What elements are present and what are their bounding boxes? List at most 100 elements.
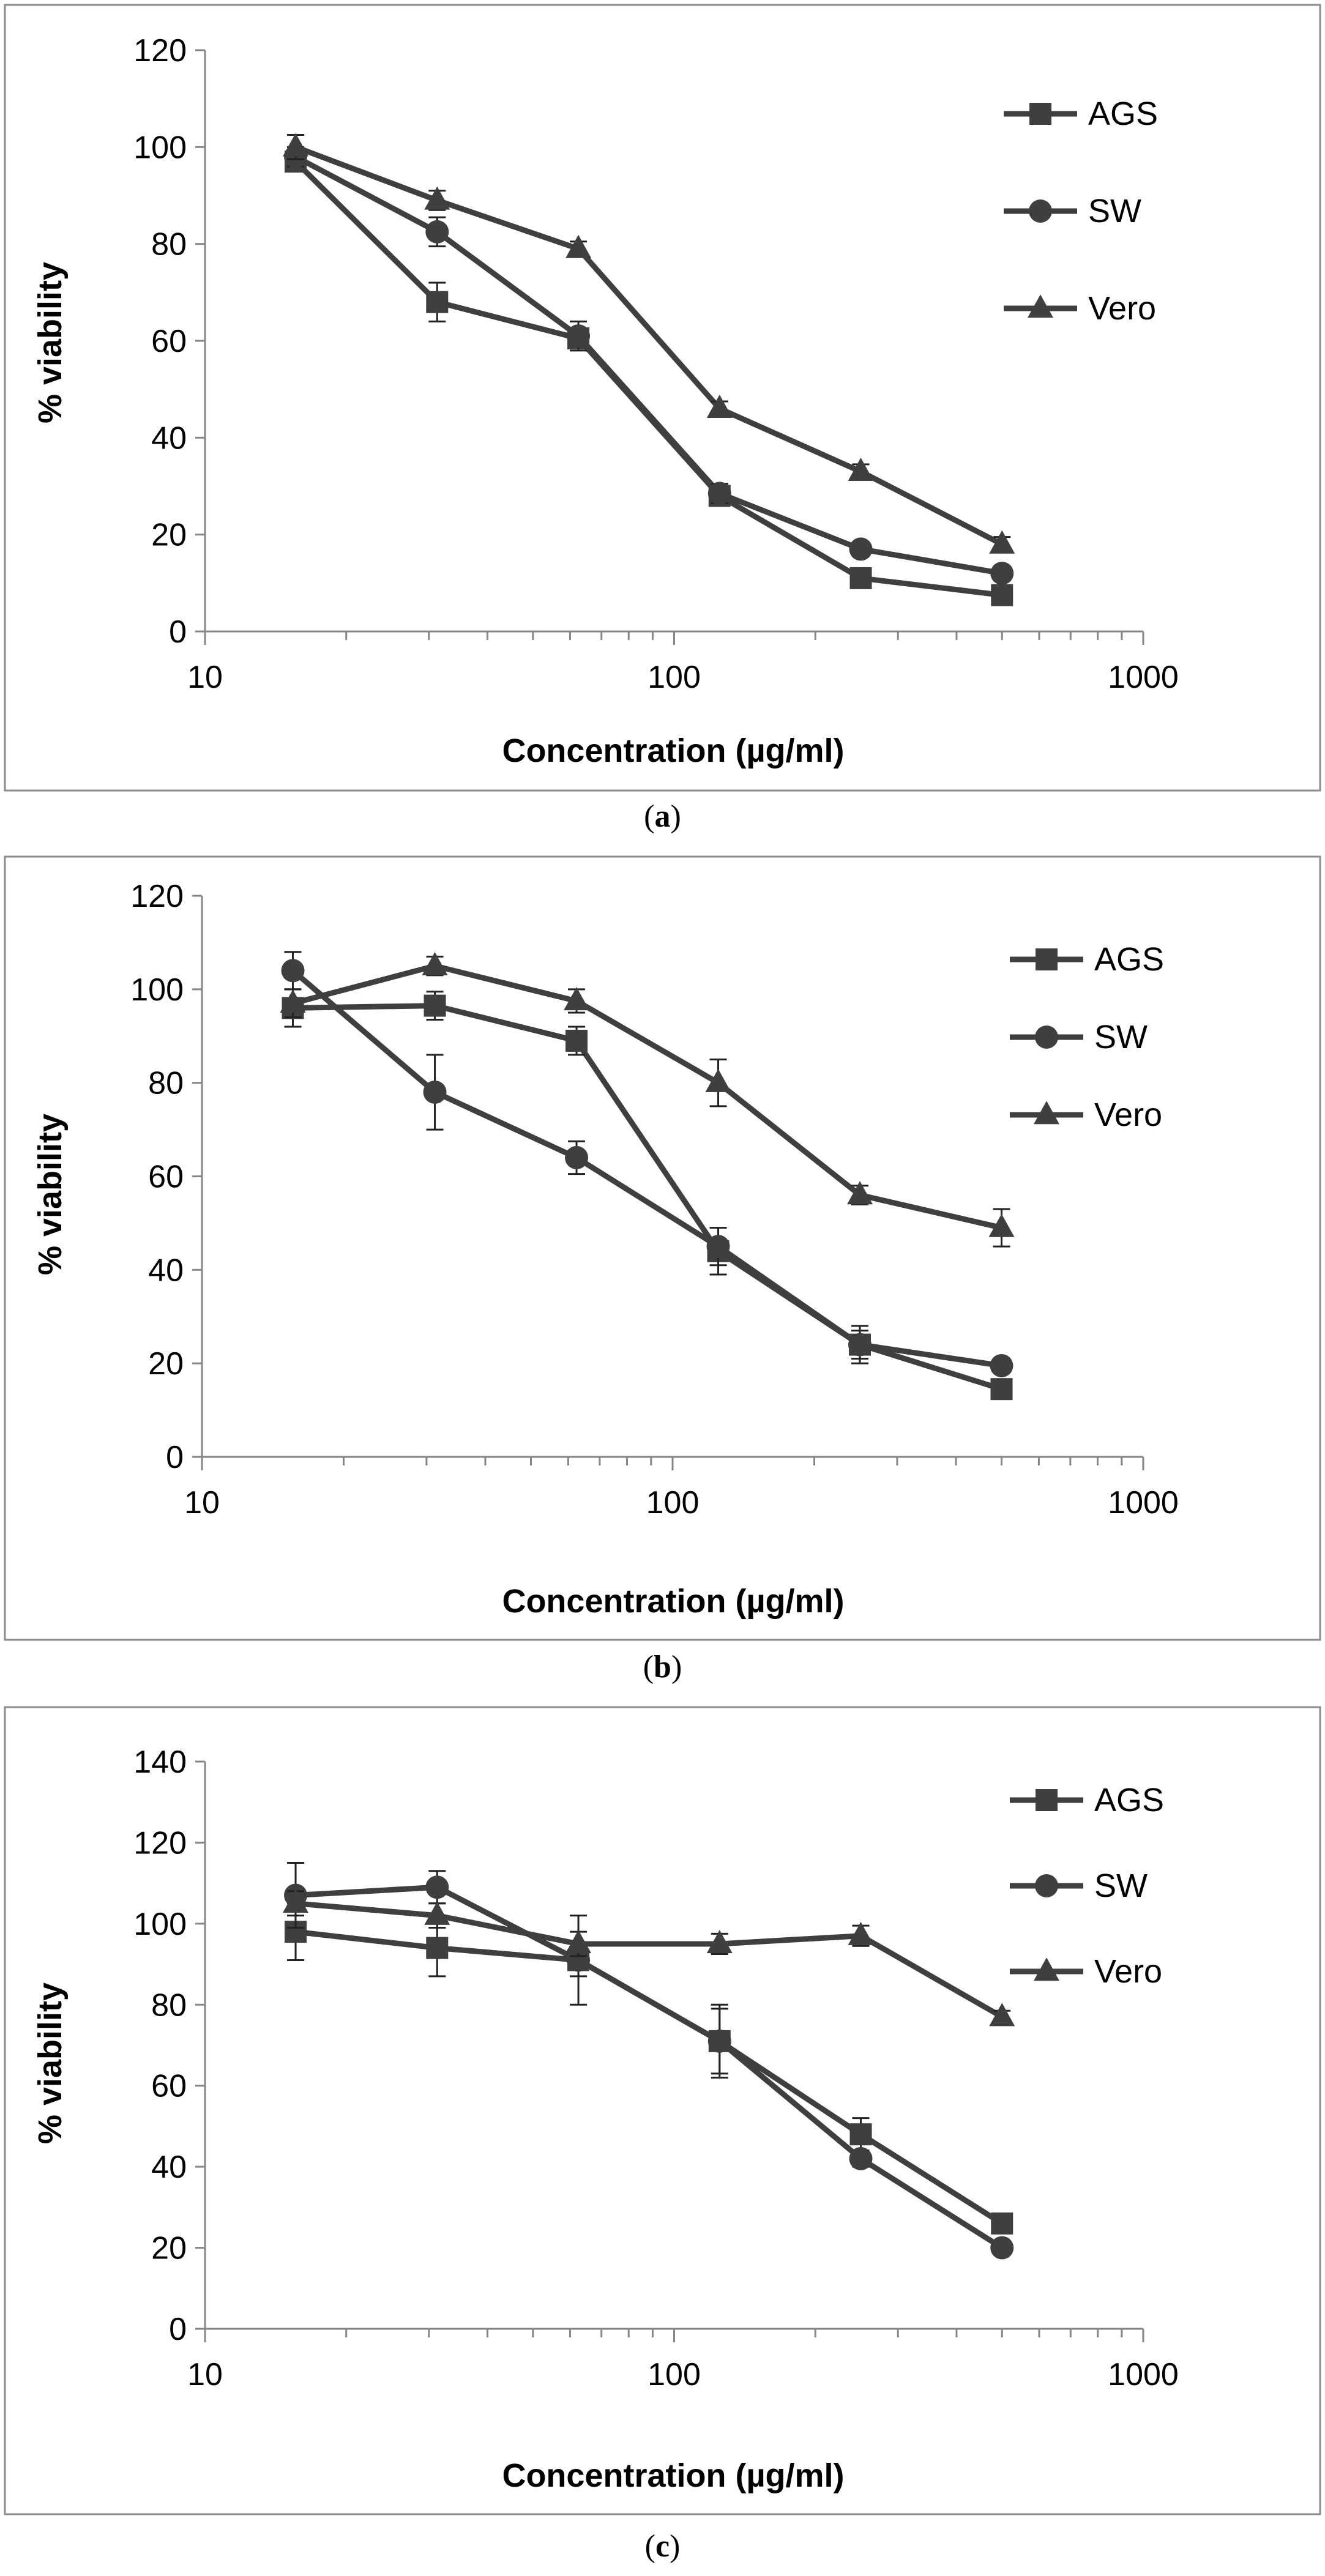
data-point — [707, 482, 731, 505]
data-point — [988, 1213, 1015, 1237]
data-point — [849, 2146, 873, 2170]
x-tick-label: 10 — [187, 2357, 223, 2392]
data-point — [991, 2212, 1013, 2235]
legend-item-sw: SW — [1010, 1867, 1148, 1904]
series-sw — [284, 1862, 1014, 2260]
data-point — [849, 537, 873, 561]
legend-item-vero: Vero — [1010, 1096, 1162, 1133]
series-line — [295, 1900, 1004, 2020]
legend-marker — [1036, 948, 1058, 970]
y-tick-label: 40 — [151, 420, 187, 456]
legend-item-ags: AGS — [1010, 941, 1164, 978]
x-tick-label: 100 — [648, 660, 701, 695]
caption-letter: a — [654, 799, 671, 834]
y-tick-label: 100 — [130, 972, 184, 1008]
legend-marker — [1035, 1026, 1058, 1049]
y-tick-label: 120 — [133, 1825, 187, 1861]
series-layer — [283, 1862, 1015, 2260]
data-point — [280, 989, 306, 1013]
caption-letter: b — [654, 1650, 671, 1684]
legend-item-vero: Vero — [1004, 290, 1156, 327]
legend-marker — [1034, 1101, 1059, 1125]
y-tick-label: 120 — [130, 879, 184, 914]
legend-marker — [1029, 199, 1052, 223]
data-point — [706, 1235, 730, 1259]
data-point — [567, 1948, 591, 1972]
data-point — [990, 2236, 1014, 2260]
data-point — [283, 1889, 309, 1913]
caption-b: (b) — [0, 1649, 1325, 1685]
series-vero — [283, 133, 1015, 554]
legend: AGS SW Vero — [1010, 941, 1164, 1133]
y-tick-label: 100 — [133, 1907, 187, 1942]
caption-open: ( — [644, 2529, 655, 2564]
y-tick-label: 0 — [169, 614, 187, 650]
y-tick-label: 80 — [151, 227, 187, 262]
series-line — [291, 968, 1002, 1369]
y-tick-label: 20 — [148, 1346, 184, 1382]
data-point — [422, 951, 448, 975]
data-point — [847, 1181, 873, 1205]
legend-label: SW — [1088, 193, 1141, 229]
y-tick-label: 40 — [151, 2150, 187, 2185]
series-layer — [283, 133, 1015, 606]
data-point — [848, 1333, 872, 1357]
legend: AGS SW Vero — [1004, 95, 1158, 327]
data-point — [848, 457, 874, 481]
legend-label: SW — [1094, 1019, 1148, 1055]
legend-item-sw: SW — [1010, 1019, 1148, 1055]
legend-item-sw: SW — [1004, 193, 1141, 229]
legend-item-ags: AGS — [1010, 1782, 1164, 1818]
data-point — [565, 1029, 588, 1052]
legend-marker — [1036, 1789, 1058, 1811]
caption-open: ( — [643, 1650, 654, 1684]
caption-c: (c) — [0, 2528, 1325, 2564]
y-tick-label: 100 — [133, 130, 187, 165]
x-tick-label: 1000 — [1108, 660, 1179, 695]
data-point — [565, 1930, 592, 1954]
data-point — [990, 562, 1014, 585]
data-point — [283, 133, 309, 157]
caption-letter: c — [655, 2529, 670, 2564]
legend-item-ags: AGS — [1004, 95, 1158, 132]
legend-marker — [1035, 1874, 1058, 1897]
legend-marker — [1029, 103, 1051, 125]
y-tick-label: 20 — [151, 518, 187, 553]
y-tick-label: 20 — [151, 2231, 187, 2266]
data-point — [281, 959, 305, 983]
legend-label: SW — [1094, 1867, 1148, 1904]
data-point — [424, 994, 446, 1017]
y-axis-label: % viability — [32, 1982, 69, 2144]
y-tick-label: 120 — [133, 33, 187, 69]
y-axis-label: % viability — [32, 262, 69, 423]
caption-a: (a) — [0, 798, 1325, 835]
x-tick-label: 10 — [187, 660, 223, 695]
x-tick-label: 100 — [646, 1485, 700, 1521]
series-layer — [280, 951, 1015, 1401]
data-point — [564, 987, 590, 1011]
data-point — [705, 1068, 731, 1092]
data-point — [425, 220, 449, 244]
data-point — [990, 1378, 1013, 1401]
data-point — [423, 1080, 447, 1104]
y-tick-label: 80 — [148, 1066, 184, 1101]
y-tick-label: 60 — [151, 2069, 187, 2104]
data-point — [426, 291, 449, 313]
data-point — [706, 395, 733, 419]
legend-marker — [1034, 1957, 1059, 1981]
legend-label: Vero — [1094, 1953, 1162, 1990]
caption-close: ) — [670, 799, 681, 834]
axes: 0 20 40 60 80 100 120 140 10 100 1000 — [133, 1744, 1179, 2392]
series-vero — [280, 951, 1015, 1248]
caption-open: ( — [644, 799, 655, 834]
caption-close: ) — [671, 1650, 682, 1684]
data-point — [849, 567, 872, 589]
y-tick-label: 0 — [166, 1440, 184, 1475]
x-tick-label: 1000 — [1108, 2357, 1179, 2392]
x-axis-label: Concentration (µg/ml) — [502, 2457, 844, 2494]
axes: 0 20 40 60 80 100 120 10 100 1000 — [130, 879, 1179, 1521]
y-tick-label: 60 — [151, 324, 187, 359]
series-sw — [281, 951, 1013, 1377]
chart-frame — [4, 4, 1321, 792]
axes: 0 20 40 60 80 100 120 10 100 1000 — [133, 33, 1179, 695]
